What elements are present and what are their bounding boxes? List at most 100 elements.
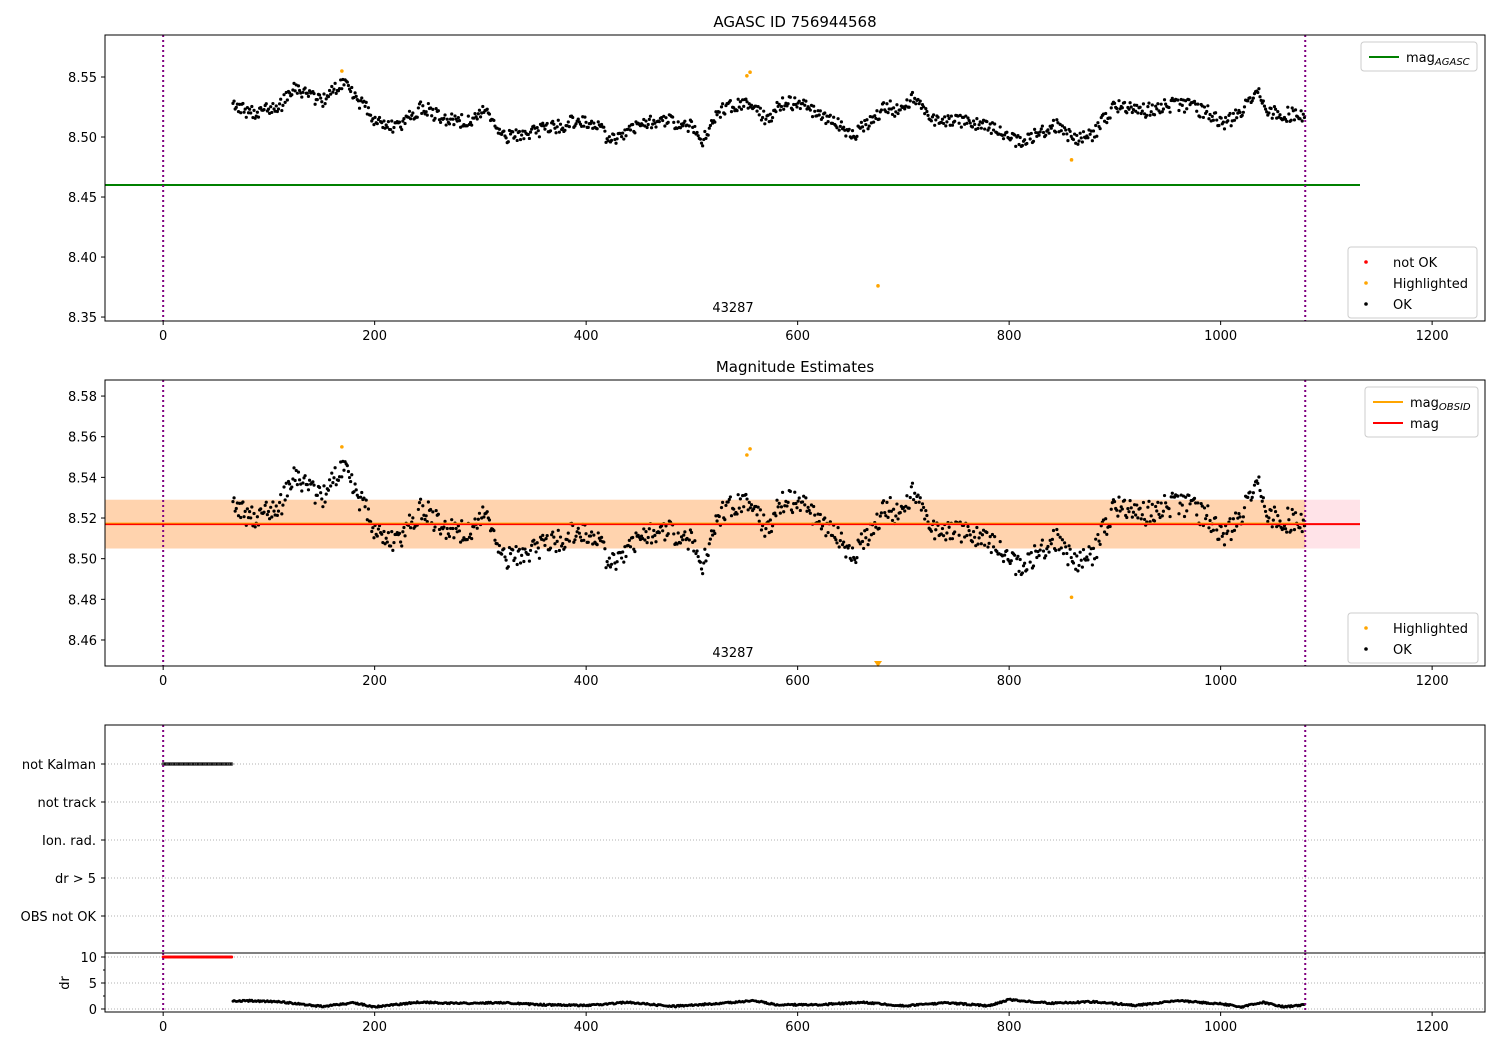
ok-point	[945, 120, 949, 124]
ok-point	[1272, 104, 1277, 109]
x-tick-label: 0	[159, 329, 167, 344]
ok-point	[345, 464, 349, 468]
ok-point	[1205, 513, 1209, 518]
ok-point	[924, 107, 928, 111]
ok-point	[306, 488, 311, 492]
ok-point	[380, 532, 384, 536]
ok-point	[1037, 553, 1041, 558]
ok-point	[1068, 129, 1072, 134]
x-tick-label: 400	[574, 329, 599, 344]
ok-point	[1160, 514, 1164, 518]
ok-point	[1287, 112, 1291, 116]
ok-point	[1072, 552, 1077, 556]
ok-point	[849, 558, 854, 563]
ok-point	[663, 538, 667, 542]
ok-point	[895, 502, 899, 506]
ok-point	[834, 538, 838, 542]
ok-point	[788, 489, 792, 493]
ok-point	[755, 513, 759, 517]
ok-point	[1005, 548, 1009, 553]
ok-point	[664, 116, 668, 120]
legend-marker-1	[1364, 281, 1368, 285]
ok-point	[1127, 107, 1131, 111]
ok-point	[466, 114, 470, 118]
ok-point	[1134, 513, 1138, 517]
ok-point	[451, 117, 455, 121]
ok-point	[1039, 543, 1043, 547]
ok-point	[442, 116, 446, 120]
ok-point	[582, 124, 586, 128]
ok-point	[567, 125, 571, 129]
ok-point	[410, 113, 414, 118]
title-mag-estimates: Magnitude Estimates	[716, 358, 874, 376]
ok-point	[838, 124, 842, 128]
ok-point	[357, 106, 362, 110]
ok-point	[1086, 136, 1090, 140]
ok-point	[1125, 515, 1129, 520]
x-tick-label: 200	[362, 329, 387, 344]
ok-point	[654, 540, 658, 544]
ok-point	[763, 122, 767, 126]
ok-point	[1145, 113, 1149, 117]
ok-point	[795, 105, 799, 109]
ok-point	[573, 538, 577, 542]
ok-point	[1250, 495, 1254, 499]
ok-point	[502, 129, 506, 133]
ok-point	[411, 111, 415, 115]
ok-point	[1031, 139, 1036, 143]
annotation-obsid-2: 43287	[712, 646, 753, 661]
ok-point	[1023, 561, 1027, 565]
ok-point	[1262, 504, 1267, 508]
ok-point	[1231, 517, 1235, 521]
y-tick-label: 0	[89, 1003, 97, 1018]
ok-point	[911, 497, 916, 502]
ok-point	[983, 543, 987, 547]
ok-point	[424, 514, 428, 518]
ok-point	[385, 125, 389, 129]
ok-point	[508, 552, 513, 556]
ok-point	[605, 559, 609, 564]
ok-point	[1033, 127, 1037, 131]
ok-point	[1157, 512, 1161, 517]
ok-point	[706, 553, 710, 558]
ok-point	[354, 488, 358, 492]
ok-point	[1221, 531, 1225, 536]
ok-point	[1050, 123, 1054, 128]
legend-marker-0	[1364, 626, 1368, 630]
ok-point	[959, 125, 963, 129]
ok-point	[326, 488, 331, 492]
highlighted-point	[340, 69, 344, 73]
ok-point	[1017, 569, 1021, 573]
ok-point	[267, 517, 272, 521]
ok-point	[1222, 543, 1227, 547]
ok-point	[1256, 90, 1260, 95]
ok-point	[340, 87, 344, 91]
ok-point	[402, 525, 406, 530]
ok-point	[419, 100, 423, 104]
ok-point	[782, 107, 786, 111]
ok-point	[271, 500, 275, 504]
ok-point	[1210, 114, 1214, 119]
ok-point	[645, 540, 649, 545]
ok-point	[778, 108, 782, 112]
ok-point	[588, 122, 593, 126]
ok-point	[1128, 499, 1132, 503]
ok-point	[718, 115, 722, 119]
ok-point	[584, 120, 588, 124]
ok-point	[555, 125, 559, 129]
ok-point	[250, 104, 254, 109]
ok-point	[423, 517, 427, 522]
ok-point	[1140, 109, 1144, 113]
ok-point	[759, 528, 764, 532]
ok-point	[1076, 142, 1080, 146]
ok-point	[1035, 555, 1039, 560]
ok-point	[839, 120, 844, 124]
ok-point	[678, 126, 683, 130]
ok-point	[495, 542, 499, 546]
ok-point	[1202, 506, 1207, 510]
ok-point	[551, 119, 555, 123]
ok-point	[965, 533, 969, 538]
ok-point	[717, 514, 721, 519]
ok-point	[263, 503, 267, 507]
ok-point	[269, 105, 273, 109]
